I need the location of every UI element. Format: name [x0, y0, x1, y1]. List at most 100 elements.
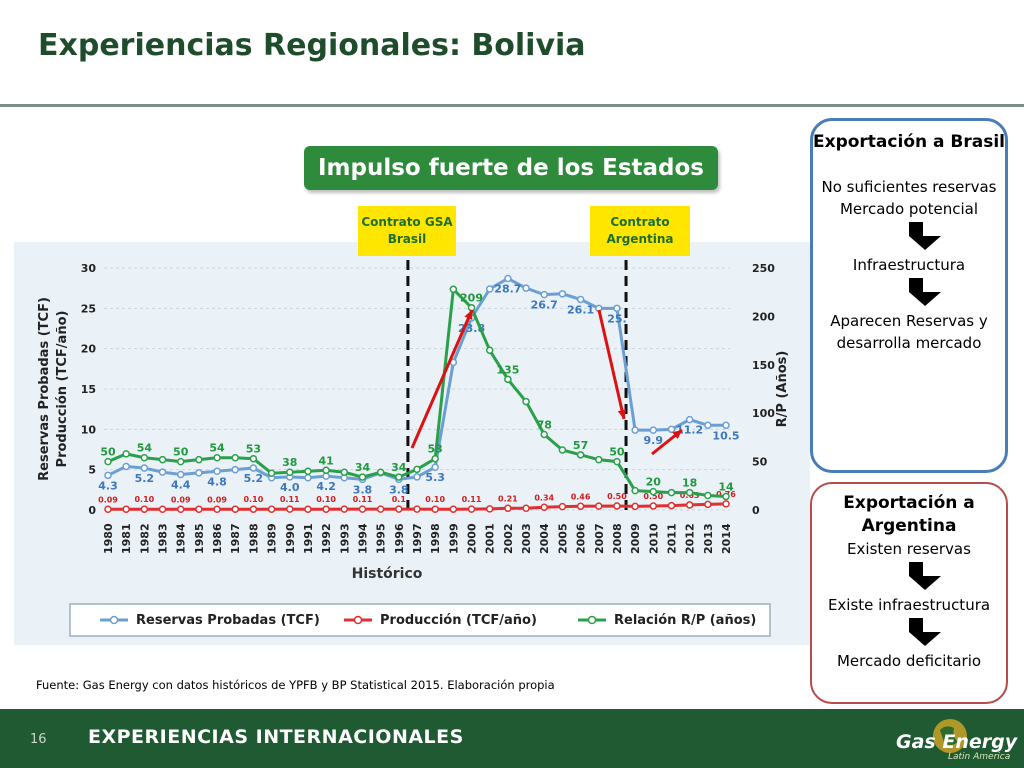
series-point-2: [213, 453, 221, 462]
trend-up-arrow: [410, 309, 474, 449]
series-point-1: [195, 505, 203, 514]
series-point-0: [231, 465, 239, 474]
series-point-1: [267, 505, 276, 513]
y-right-tick-label: 100: [752, 407, 775, 420]
series-point-2: [249, 454, 258, 463]
series-point-2: [667, 488, 676, 497]
y-right-tick-label: 0: [752, 504, 760, 517]
series-point-2: [631, 486, 639, 495]
data-label-0: 3.8: [353, 483, 373, 496]
series-point-0: [413, 473, 421, 481]
source-note: Fuente: Gas Energy con datos históricos …: [36, 678, 555, 692]
y-left-tick-label: 0: [88, 504, 96, 517]
trend-up-arrow-2-head: [672, 430, 682, 440]
series-point-0: [140, 464, 149, 472]
series-point-1: [504, 504, 512, 513]
series-point-2: [431, 454, 439, 463]
series-point-1: [176, 505, 185, 514]
x-tick-label: 2008: [611, 523, 624, 554]
chart-panel: [14, 242, 810, 645]
x-tick-label: 1998: [429, 523, 442, 554]
y-left-axis-label-2: Producción (TCF/año): [55, 311, 70, 468]
series-point-0: [104, 471, 112, 480]
data-label-2: 50: [100, 446, 116, 459]
x-tick-label: 2007: [593, 523, 606, 554]
series-point-2: [485, 346, 494, 355]
data-label-0: 5.3: [425, 471, 445, 484]
series-point-2: [322, 466, 330, 475]
data-label-1: 0.09: [171, 495, 191, 504]
series-point-0: [576, 295, 585, 304]
series-point-1: [358, 505, 367, 513]
series-point-2: [413, 465, 421, 474]
data-label-0: 10.5: [712, 429, 739, 442]
gas-energy-logo: Gas Energy Latin America: [896, 714, 1018, 764]
data-label-1: 0.10: [134, 495, 154, 504]
legend-box: [69, 603, 771, 637]
series-point-0: [431, 463, 439, 471]
data-label-0: 26.7: [531, 299, 558, 312]
data-label-1: 0.10: [244, 495, 264, 504]
y-left-tick-label: 5: [88, 464, 96, 477]
footer-bar: [0, 709, 1024, 768]
x-tick-label: 2003: [520, 523, 533, 554]
series-point-1: [340, 505, 349, 513]
series-point-1: [395, 505, 403, 513]
series-point-0: [540, 290, 548, 299]
note-contract-argentina: Contrato Argentina: [590, 206, 690, 256]
box-arg-step-3: Mercado deficitario: [836, 652, 982, 670]
title-divider: [0, 104, 1024, 107]
series-point-1: [595, 502, 603, 510]
series-point-2: [195, 455, 203, 464]
series-point-2: [722, 492, 730, 501]
box-brasil-line-2: Mercado potencial: [839, 200, 978, 218]
series-point-0: [704, 421, 712, 430]
series-point-2: [540, 430, 548, 439]
series-point-0: [485, 285, 494, 293]
series-point-1: [558, 502, 567, 511]
data-label-2: 78: [537, 418, 552, 431]
data-label-1: 0.11: [280, 495, 300, 504]
x-tick-label: 1992: [320, 523, 333, 554]
series-point-2: [140, 453, 149, 462]
data-label-1: 0.34: [534, 493, 554, 502]
data-label-2: 54: [137, 442, 153, 455]
y-left-tick-label: 30: [81, 262, 97, 275]
x-tick-label: 2005: [556, 523, 569, 554]
x-tick-label: 1994: [356, 523, 369, 554]
series-point-2: [358, 473, 367, 481]
x-tick-label: 2006: [575, 523, 588, 554]
series-point-2: [267, 469, 276, 477]
data-label-1: 0.50: [607, 492, 627, 501]
headline-banner: Impulso fuerte de los Estados: [304, 146, 718, 190]
series-point-0: [176, 470, 185, 479]
logo-subtitle: Latin America: [948, 752, 1011, 762]
series-point-1: [322, 505, 330, 513]
x-tick-label: 2012: [684, 523, 697, 554]
series-point-1: [158, 505, 167, 514]
series-point-2: [558, 446, 567, 454]
data-label-2: 20: [646, 476, 662, 489]
data-label-1: 0.09: [98, 495, 118, 504]
series-point-1: [213, 505, 221, 514]
series-point-2: [449, 285, 458, 294]
data-label-0: 4.8: [207, 475, 227, 488]
y-right-tick-label: 150: [752, 359, 775, 372]
series-point-1: [467, 505, 476, 513]
box-brasil-line-1: No suficientes reservas: [821, 178, 997, 196]
x-tick-label: 2009: [629, 523, 642, 554]
x-tick-label: 1983: [157, 523, 170, 554]
series-point-2: [595, 455, 603, 464]
series-point-2: [340, 468, 349, 476]
data-label-0: 4.0: [280, 481, 300, 494]
series-point-2: [685, 488, 694, 497]
legend-swatch-marker: [109, 615, 119, 625]
series-point-0: [504, 274, 512, 283]
x-tick-label: 1984: [175, 523, 188, 554]
series-point-1: [249, 505, 258, 513]
data-label-1: 0.10: [425, 495, 445, 504]
y-left-tick-label: 20: [81, 343, 97, 356]
series-point-0: [122, 462, 130, 471]
data-label-1: 0.46: [571, 492, 591, 501]
series-point-1: [613, 502, 621, 510]
